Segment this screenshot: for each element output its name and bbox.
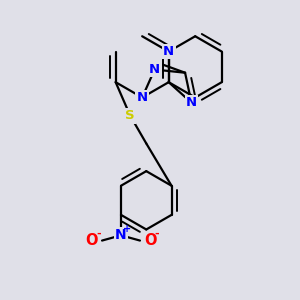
Text: N: N xyxy=(149,63,160,76)
Text: +: + xyxy=(123,224,131,234)
Text: N: N xyxy=(136,91,148,104)
Text: -: - xyxy=(97,229,101,239)
Text: O: O xyxy=(144,233,156,248)
Text: N: N xyxy=(163,45,174,58)
Text: S: S xyxy=(125,109,135,122)
Text: N: N xyxy=(186,96,197,109)
Text: -: - xyxy=(154,229,159,239)
Text: O: O xyxy=(85,233,98,248)
Text: N: N xyxy=(115,228,127,242)
